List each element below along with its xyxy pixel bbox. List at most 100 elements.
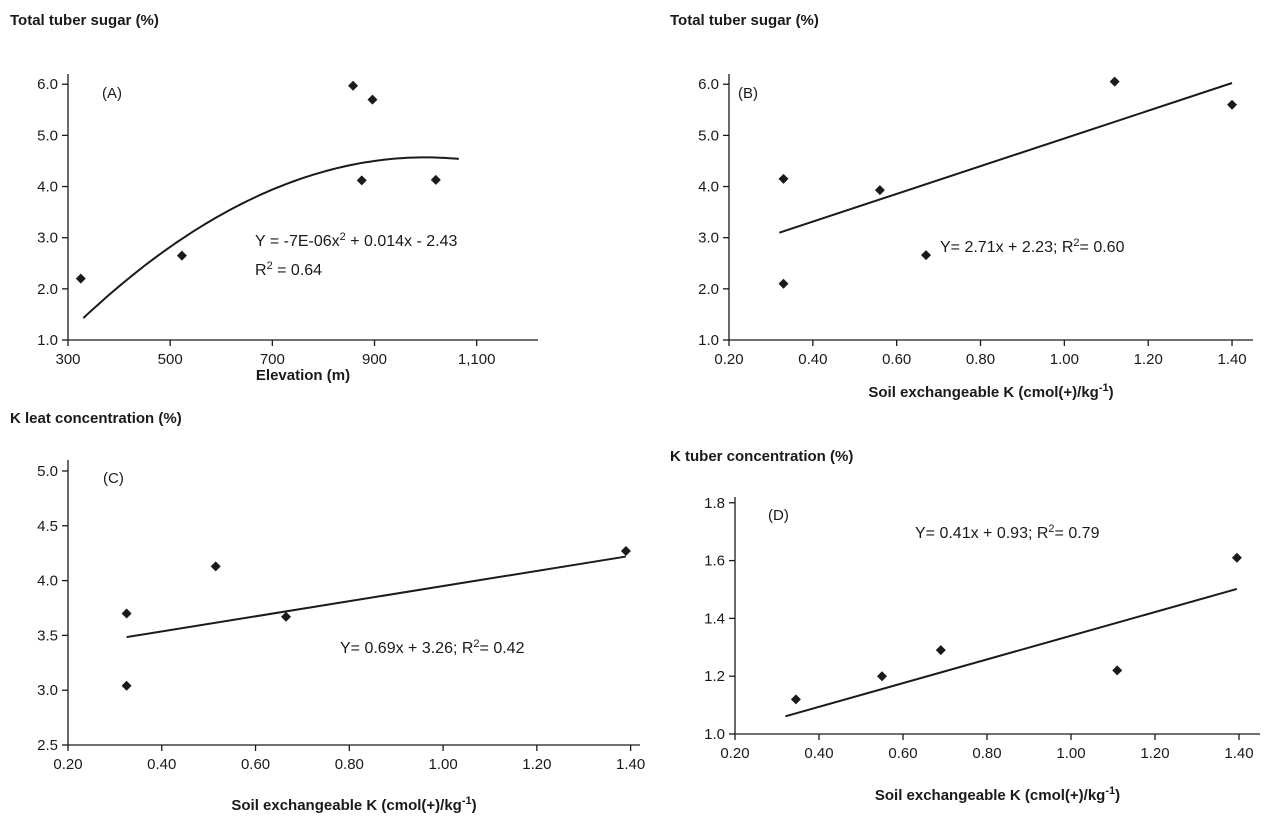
y-tick-label: 3.0	[37, 230, 58, 247]
panel-label: (A)	[102, 85, 122, 102]
chart-panel-3: 2.5 3.0 3.5 4.0 4.5 5.0 0.20 0.40 0.60 0.80 1.00 1.…	[10, 410, 645, 814]
data-point	[877, 671, 887, 682]
data-point	[75, 273, 86, 284]
trend-line	[126, 555, 627, 639]
y-tick-label: 2.0	[37, 281, 58, 298]
trend-line	[785, 587, 1238, 718]
y-tick-label: 1.0	[704, 726, 725, 743]
data-point	[874, 185, 885, 196]
equation-tail: = 0.60	[1080, 239, 1125, 256]
panel-label: (D)	[768, 507, 789, 524]
x-tick-label: 0.60	[882, 351, 911, 368]
data-point	[348, 80, 359, 91]
panel-label: (B)	[738, 85, 758, 102]
equation-sup: 2	[473, 638, 479, 650]
x-axis-title: Elevation (m)	[256, 367, 350, 384]
x-axis-title-main: Elevation (m)	[256, 367, 350, 384]
y-tick-label: 1.6	[704, 553, 725, 570]
y-tick-label: 2.0	[698, 281, 719, 298]
y-tick-label: 4.0	[37, 573, 58, 590]
trend-line	[778, 82, 1233, 234]
y-tick-label: 3.0	[698, 230, 719, 247]
x-axis-title: Soil exchangeable K (cmol(+)/kg-1)	[231, 795, 476, 814]
r-squared: R2 = 0.64	[255, 260, 322, 279]
x-tick-label: 1.40	[1224, 745, 1253, 762]
x-axis-title-tail: )	[1115, 787, 1120, 804]
chart-panel-1: 1.0 2.0 3.0 4.0 5.0 6.0 300 500 700 900 1,100 Total…	[10, 12, 538, 384]
data-point	[1227, 99, 1238, 110]
trend-curve	[82, 156, 459, 319]
y-tick-label: 3.5	[37, 627, 58, 644]
x-tick-label: 0.40	[798, 351, 827, 368]
x-tick-label: 500	[158, 351, 183, 368]
data-point	[430, 174, 441, 185]
chart-panel-4: 1.0 1.2 1.4 1.6 1.8 0.20 0.40 0.60 0.80 1.00 1.20 1…	[670, 448, 1260, 804]
x-tick-label: 1.20	[1134, 351, 1163, 368]
equation-main: Y = -7E-06x	[255, 233, 340, 250]
data-point	[620, 545, 631, 556]
regression-equation: Y = -7E-06x2 + 0.014x - 2.43	[255, 231, 458, 250]
y-tick-label: 5.0	[37, 463, 58, 480]
data-point	[790, 694, 801, 705]
x-axis-title-main: Soil exchangeable K (cmol(+)/kg	[868, 384, 1098, 401]
x-tick-label: 1.20	[522, 756, 551, 773]
x-tick-label: 1,100	[458, 351, 496, 368]
x-tick-label: 0.40	[147, 756, 176, 773]
y-tick-label: 4.0	[698, 179, 719, 196]
y-axis-title: Total tuber sugar (%)	[10, 12, 159, 29]
data-point	[1109, 76, 1120, 87]
y-tick-label: 1.8	[704, 495, 725, 512]
x-tick-label: 0.80	[972, 745, 1001, 762]
x-tick-label: 0.80	[335, 756, 364, 773]
y-tick-label: 1.2	[704, 668, 725, 685]
data-point	[778, 173, 789, 184]
data-point	[121, 680, 132, 691]
regression-equation: Y= 0.41x + 0.93; R2= 0.79	[915, 523, 1100, 542]
y-tick-label: 6.0	[37, 76, 58, 93]
equation-main: Y= 0.69x + 3.26; R	[340, 640, 473, 657]
data-point	[176, 250, 187, 261]
y-tick-label: 4.0	[37, 179, 58, 196]
x-tick-label: 1.00	[1056, 745, 1085, 762]
x-tick-label: 700	[260, 351, 285, 368]
y-axis-title: K leat concentration (%)	[10, 410, 182, 427]
x-tick-label: 1.40	[1217, 351, 1246, 368]
regression-equation: Y= 0.69x + 3.26; R2= 0.42	[340, 638, 525, 657]
equation-sup: 2	[340, 231, 346, 243]
equation-tail: = 0.79	[1055, 525, 1100, 542]
r-squared-label: R	[255, 262, 267, 279]
equation-sup: 2	[1048, 523, 1054, 535]
r-squared-sup: 2	[267, 260, 273, 272]
equation-tail: + 0.014x - 2.43	[346, 233, 458, 250]
x-axis-title: Soil exchangeable K (cmol(+)/kg-1)	[875, 785, 1120, 804]
x-tick-label: 900	[362, 351, 387, 368]
y-tick-label: 1.0	[698, 332, 719, 349]
x-tick-label: 300	[55, 351, 80, 368]
data-point	[935, 645, 946, 656]
x-axis-title-main: Soil exchangeable K (cmol(+)/kg	[875, 787, 1105, 804]
data-point	[1231, 552, 1242, 563]
chart-panel-2: 1.0 2.0 3.0 4.0 5.0 6.0 0.20 0.40 0.60 0.80 1.00 1.…	[670, 12, 1253, 401]
x-tick-label: 0.20	[53, 756, 82, 773]
data-point	[210, 561, 221, 572]
x-tick-label: 0.60	[241, 756, 270, 773]
data-point	[121, 608, 132, 619]
equation-tail: = 0.42	[480, 640, 525, 657]
data-point	[921, 250, 932, 261]
y-tick-label: 5.0	[698, 127, 719, 144]
equation-main: Y= 2.71x + 2.23; R	[940, 239, 1073, 256]
x-tick-label: 0.60	[888, 745, 917, 762]
x-tick-label: 0.40	[804, 745, 833, 762]
x-axis-title-main: Soil exchangeable K (cmol(+)/kg	[231, 797, 461, 814]
x-tick-label: 1.20	[1140, 745, 1169, 762]
panel-label: (C)	[103, 470, 124, 487]
x-tick-label: 0.20	[714, 351, 743, 368]
x-tick-label: 0.20	[720, 745, 749, 762]
data-point	[1112, 665, 1123, 676]
x-tick-label: 1.40	[616, 756, 645, 773]
y-tick-label: 3.0	[37, 682, 58, 699]
data-point	[281, 611, 292, 622]
data-point	[367, 94, 378, 105]
data-point	[356, 175, 367, 186]
equation-main: Y= 0.41x + 0.93; R	[915, 525, 1048, 542]
